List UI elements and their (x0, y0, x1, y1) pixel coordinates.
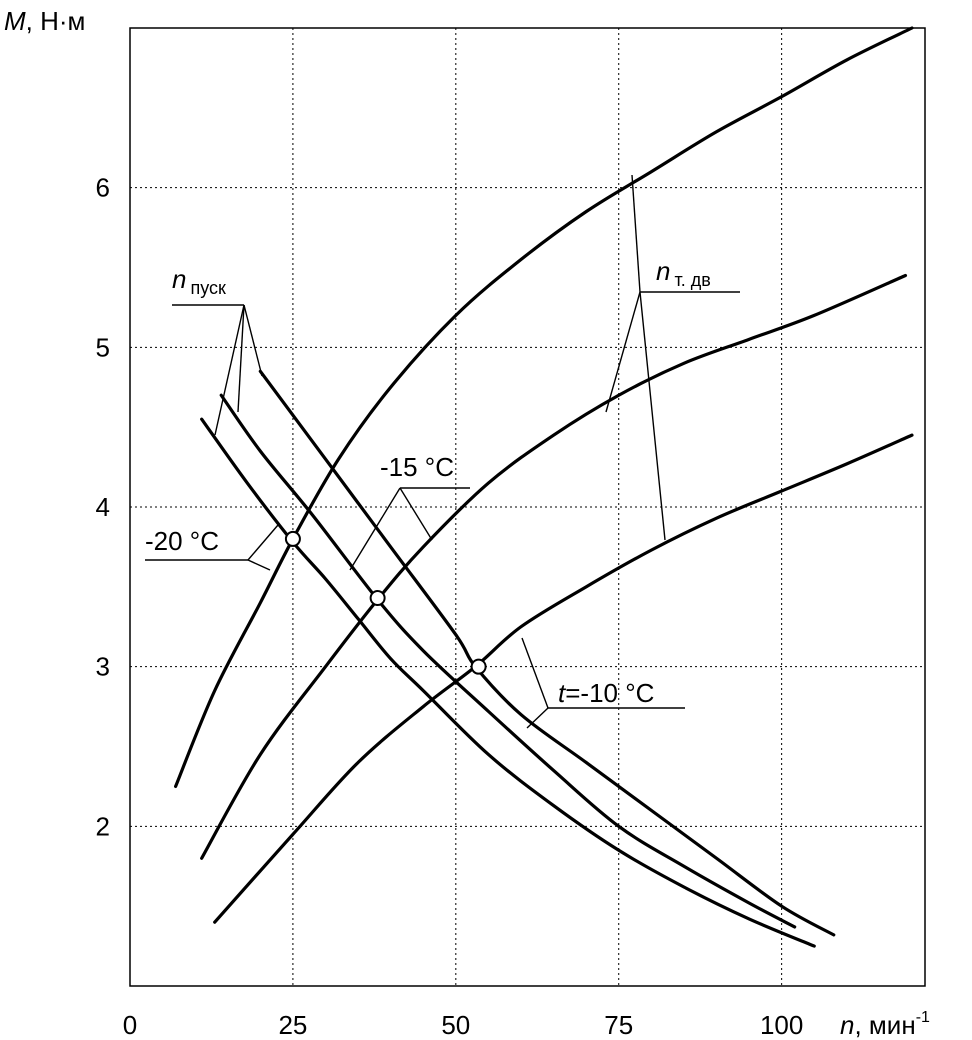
label-minus20: -20 °C (145, 526, 219, 556)
x-axis-var: n (840, 1010, 854, 1040)
series-line-resistance-3 (200, 417, 816, 948)
x-axis-unit: , мин (854, 1010, 915, 1040)
annotation-leader (243, 304, 263, 377)
n-engine-var: n (656, 256, 670, 286)
annotation-leader (605, 291, 641, 413)
plot-frame (129, 27, 926, 987)
series-line-resistance-5 (258, 369, 836, 937)
x-axis-label: n, мин-1 (840, 1009, 930, 1040)
annotation-leader (247, 559, 271, 571)
intersection-point (470, 658, 487, 675)
series-line-engine-torque-1 (200, 273, 908, 860)
label-minus10: t=-10 °C (558, 678, 654, 708)
x-tick-label: 25 (278, 1010, 307, 1040)
leader-lines (145, 174, 740, 729)
intersection-points (284, 530, 487, 675)
grid (130, 28, 925, 986)
label-minus10-text: =-10 °C (565, 678, 654, 708)
y-axis-label: M, Н·м (4, 6, 85, 36)
annotation-leader (639, 291, 666, 541)
y-tick-label: 3 (96, 652, 110, 682)
x-tick-label: 75 (604, 1010, 633, 1040)
n-engine-sub: т. дв (674, 270, 710, 290)
annotation-leader (399, 487, 433, 541)
intersection-point (369, 590, 386, 607)
n-start-var: n (172, 264, 186, 294)
x-tick-label: 50 (441, 1010, 470, 1040)
annotation-leader (631, 174, 641, 293)
annotation-leader (237, 304, 245, 413)
annotation-leader (247, 524, 279, 561)
y-tick-label: 4 (96, 492, 110, 522)
x-tick-label: 0 (123, 1010, 137, 1040)
x-tick-label: 100 (760, 1010, 803, 1040)
curves (174, 26, 914, 948)
intersection-point (284, 530, 301, 547)
n-engine-label: n т. дв (656, 256, 711, 290)
y-tick-label: 5 (96, 332, 110, 362)
annotation-leader (521, 637, 549, 709)
series-line-engine-torque-2 (213, 433, 914, 924)
tick-labels: 0 25 50 75 100 2 3 4 5 6 (96, 173, 804, 1040)
n-start-label: n пуск (172, 264, 226, 298)
y-tick-label: 6 (96, 173, 110, 203)
y-axis-var: M (4, 6, 26, 36)
x-axis-exponent: -1 (916, 1009, 930, 1026)
n-start-sub: пуск (190, 278, 226, 298)
y-tick-label: 2 (96, 811, 110, 841)
annotation-leader (349, 487, 401, 571)
y-axis-unit: , Н·м (26, 6, 86, 36)
label-minus15: -15 °C (380, 452, 454, 482)
annotation-leader (526, 707, 549, 729)
series-line-resistance-4 (219, 393, 797, 929)
annotation-leader (214, 304, 245, 436)
series-line-engine-torque-0 (174, 26, 914, 789)
label-minus10-var: t (558, 678, 567, 708)
